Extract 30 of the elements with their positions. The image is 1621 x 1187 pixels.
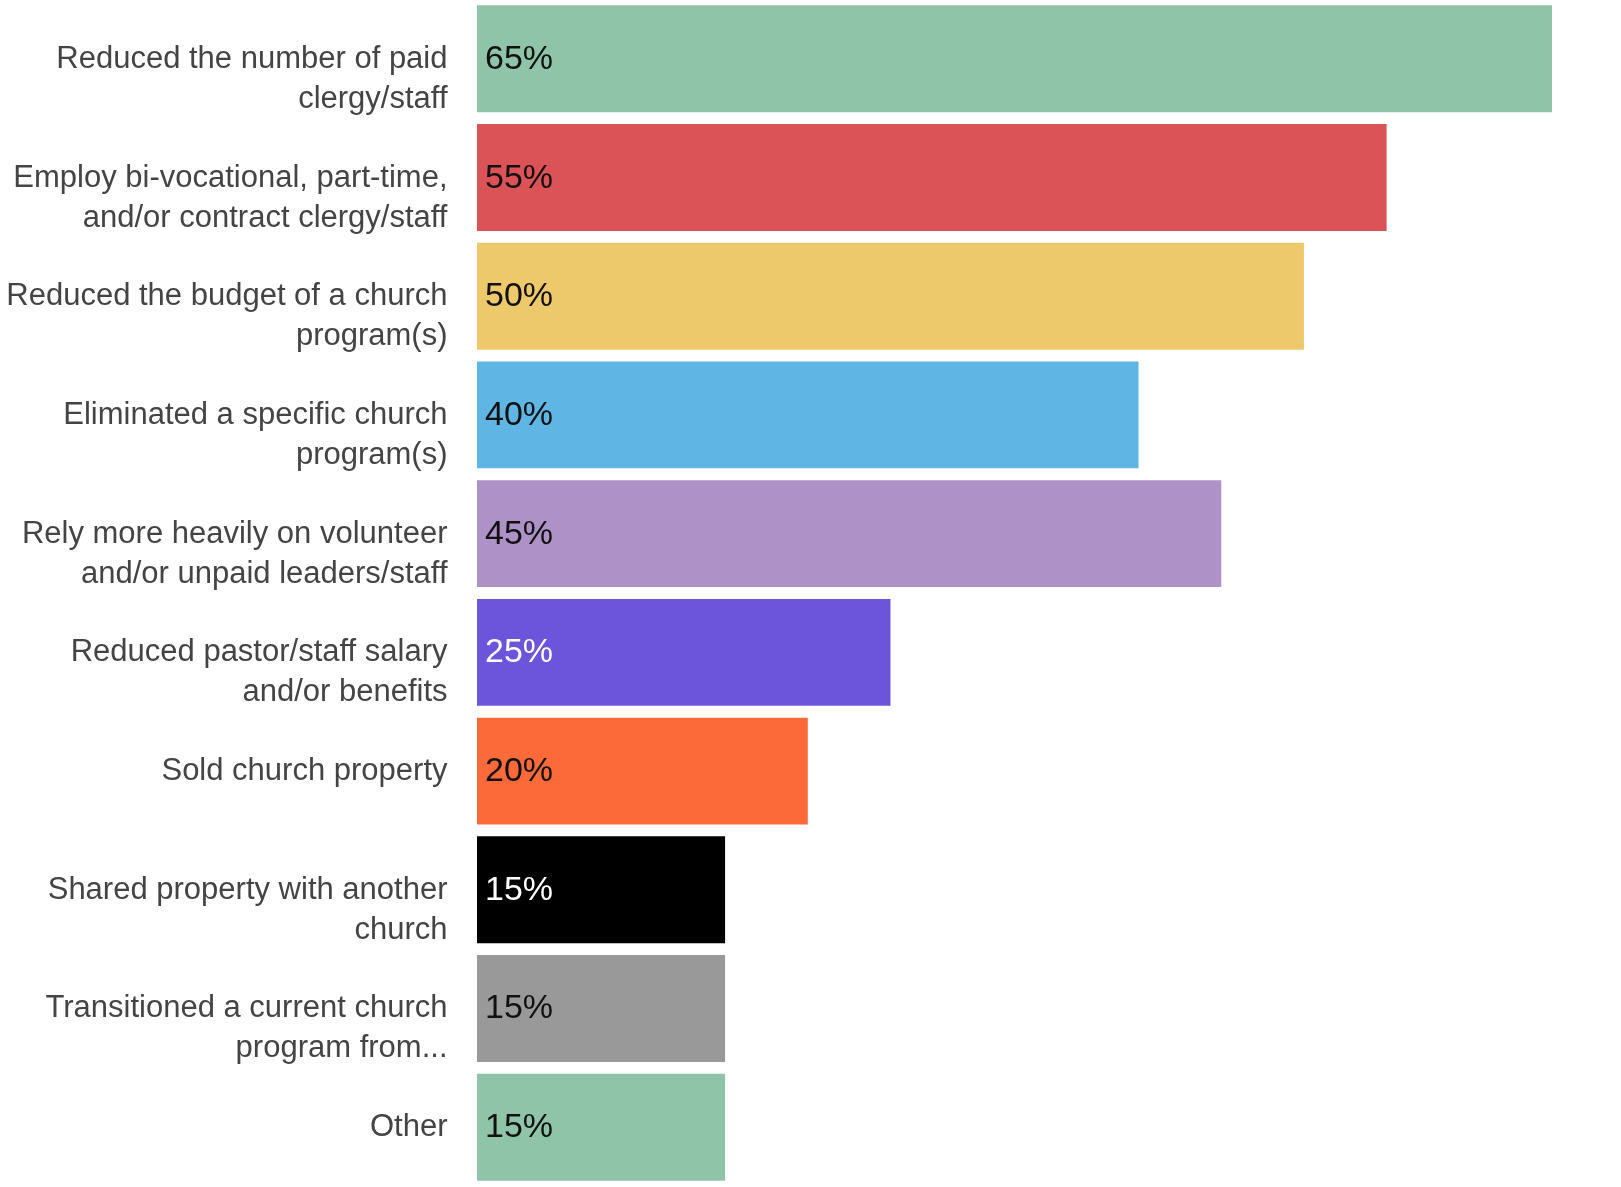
bar [477,1073,726,1181]
bar [477,361,1139,469]
y-tick-label: Eliminated a specific church program(s) [63,395,448,471]
y-tick-label: Other [369,1108,448,1144]
bar [477,5,1552,113]
y-tick-label: Employ bi-vocational, part-time, and/or contract clergy/staff [13,158,448,234]
data-label: 50% [485,275,554,314]
bar [477,598,891,706]
data-label: 40% [485,393,554,432]
bar [477,124,1387,231]
y-tick-label: Rely more heavily on volunteer and/or unpaid leaders/staff [21,514,448,590]
y-tick-label: Transitioned a current church program from... [45,989,448,1065]
y-tick-label: Shared property with another church [47,870,448,946]
bar [477,836,726,944]
data-label: 20% [485,750,554,789]
bar [477,955,726,1062]
y-tick-label: Reduced pastor/staff salary and/or benefits [70,633,448,709]
bar [477,717,808,825]
data-label: 25% [485,631,554,670]
y-tick-label: Reduced the budget of a church program(s) [6,277,448,353]
data-label: 65% [485,37,554,76]
bar [477,242,1304,350]
data-label: 15% [485,987,554,1026]
data-label: 45% [485,512,554,551]
bar [477,480,1222,588]
data-label: 55% [485,156,554,195]
data-label: 15% [485,868,554,907]
y-tick-label: Sold church property [161,752,448,788]
y-tick-label: Reduced the number of paid clergy/staff [56,39,448,115]
data-label: 15% [485,1106,554,1145]
